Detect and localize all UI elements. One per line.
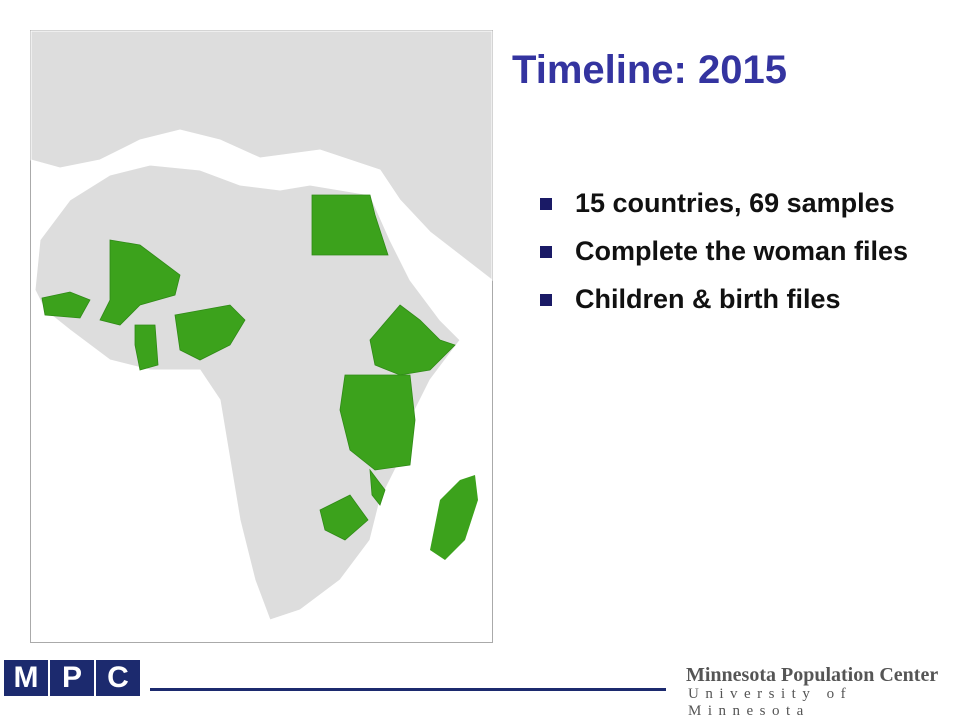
bullet: Children & birth files (540, 282, 940, 316)
africa-map (30, 30, 493, 643)
bullet: 15 countries, 69 samples (540, 186, 940, 220)
logo-letter: P (50, 660, 94, 696)
logo-letter: M (4, 660, 48, 696)
university-name: University of Minnesota (688, 686, 853, 719)
bullet-list: 15 countries, 69 samples Complete the wo… (540, 186, 940, 330)
footer-rule (150, 688, 666, 691)
bullet: Complete the woman files (540, 234, 940, 268)
slide-title: Timeline: 2015 (512, 48, 787, 92)
center-name: Minnesota Population Center (686, 664, 939, 686)
mpc-logo: MPCMPC (4, 660, 140, 696)
logo-letter: C (96, 660, 140, 696)
